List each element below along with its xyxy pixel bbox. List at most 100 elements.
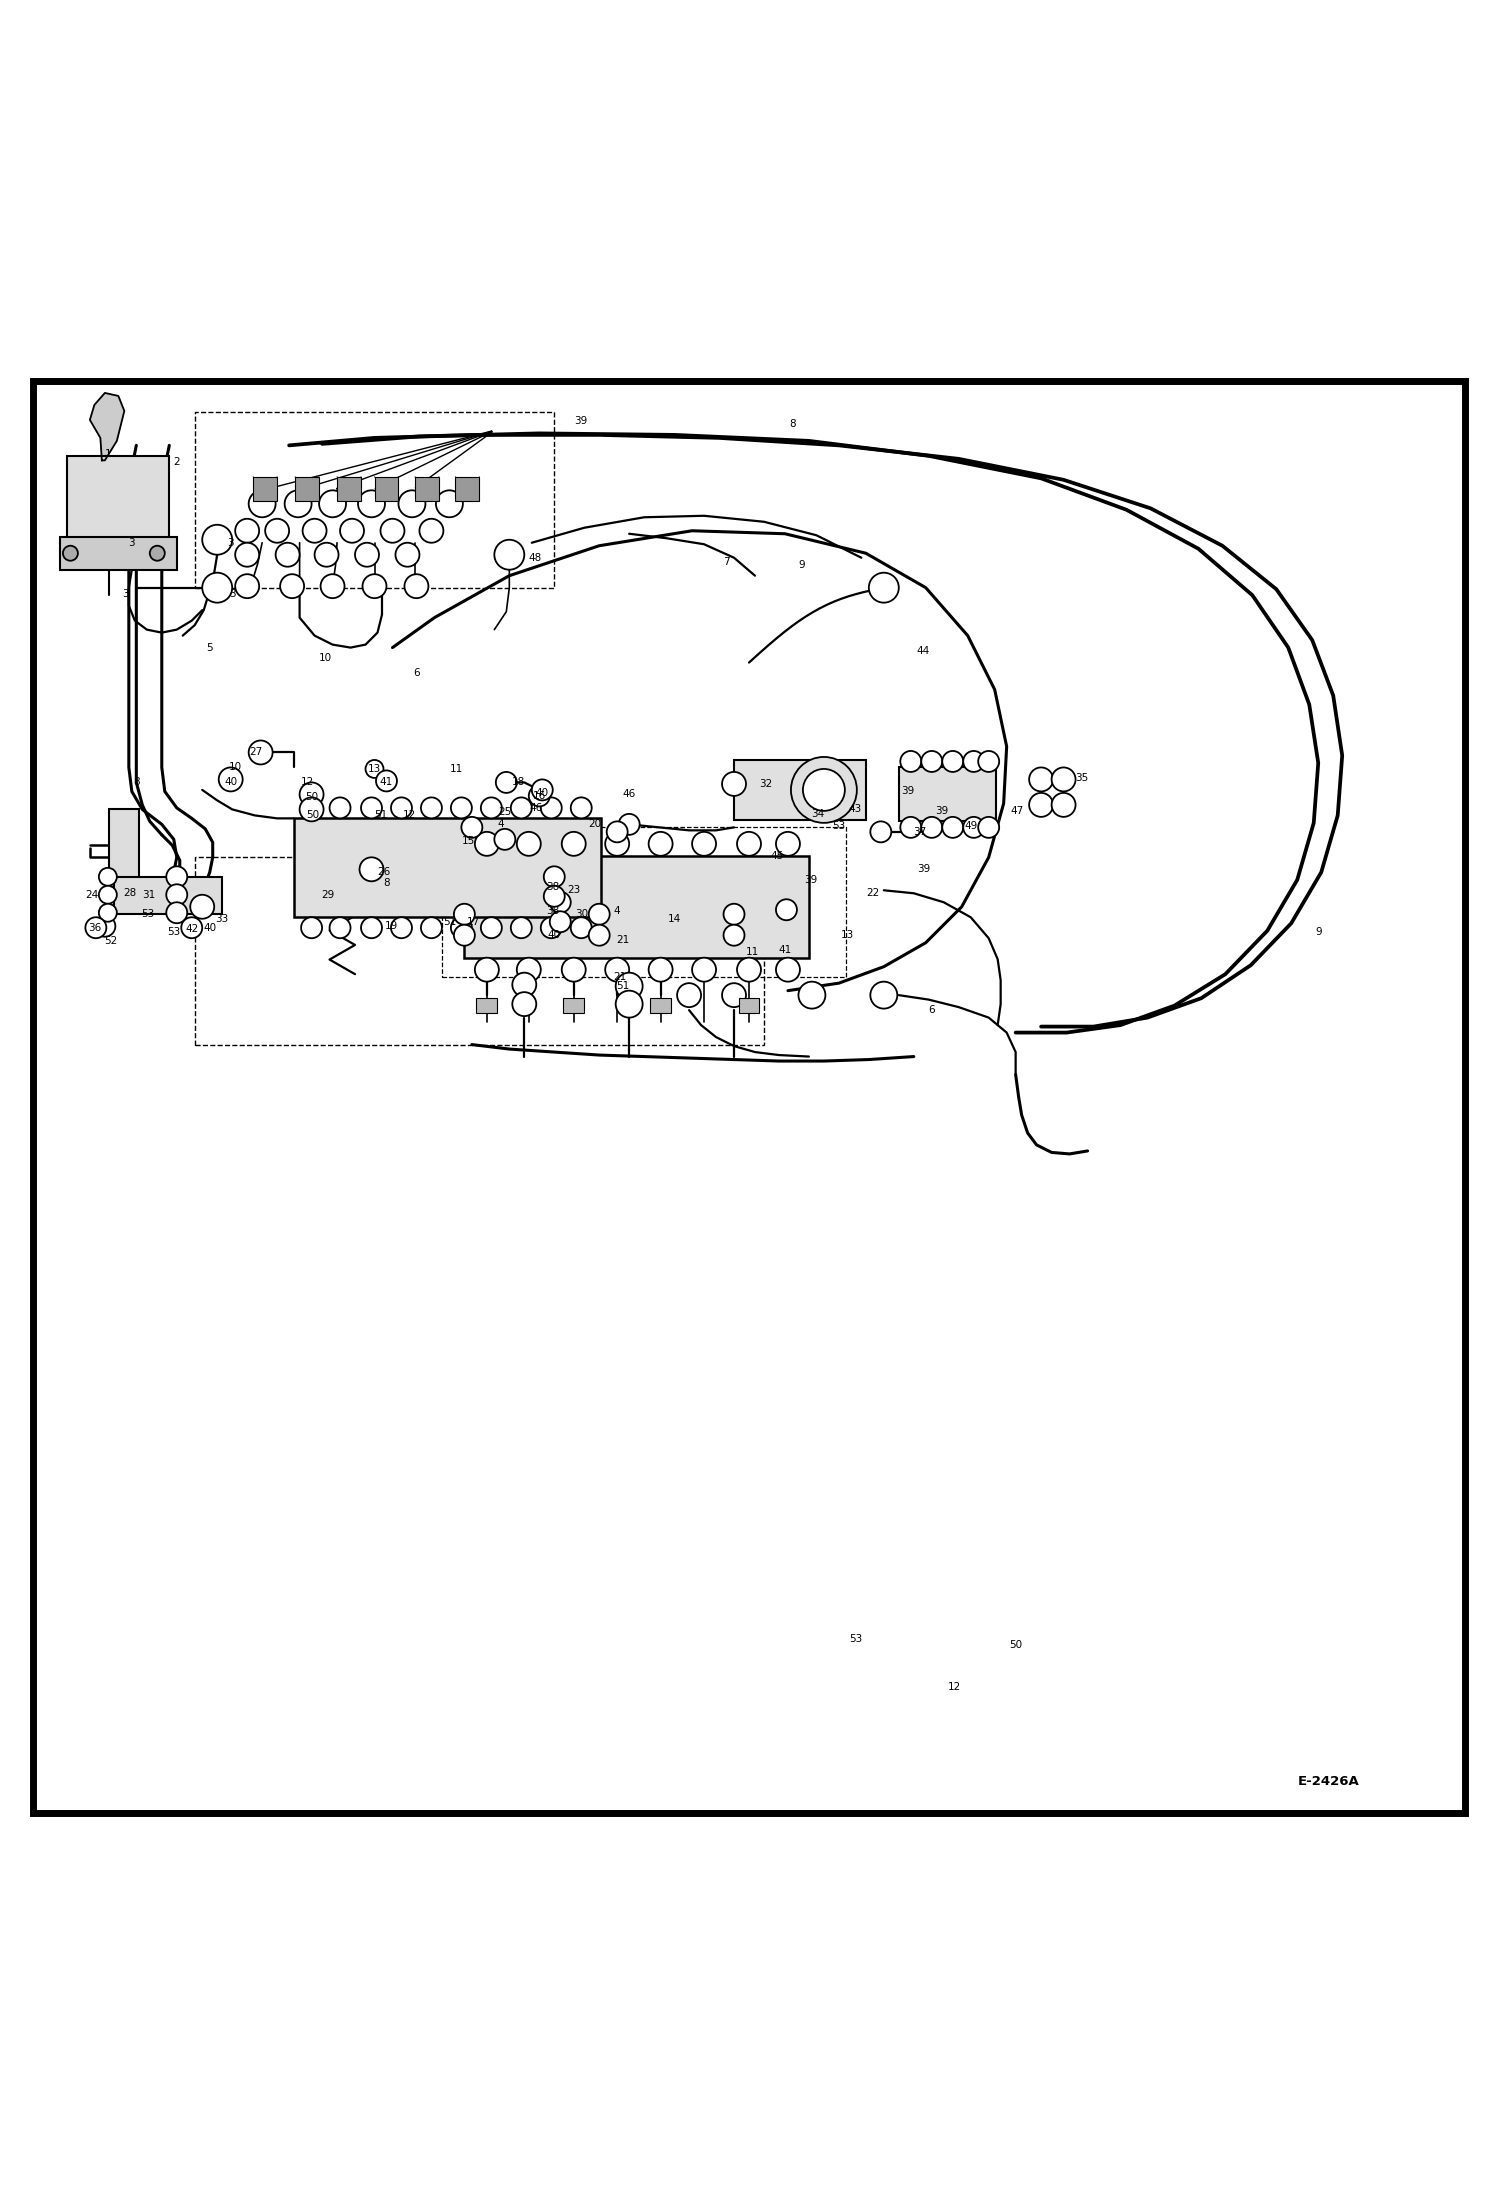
Text: 51: 51	[374, 810, 386, 821]
Circle shape	[454, 904, 475, 924]
Text: 20: 20	[589, 818, 601, 829]
Text: 39: 39	[804, 875, 816, 884]
Bar	[195, 858, 764, 1044]
Circle shape	[166, 902, 187, 924]
Circle shape	[798, 981, 825, 1009]
Text: 39: 39	[918, 864, 930, 873]
Circle shape	[219, 768, 243, 792]
Circle shape	[544, 867, 565, 886]
Text: 6: 6	[413, 667, 419, 678]
Circle shape	[724, 924, 745, 946]
Text: 44: 44	[917, 645, 929, 656]
Text: 3: 3	[123, 588, 129, 599]
Text: 50: 50	[307, 810, 319, 821]
Bar	[374, 476, 398, 500]
Circle shape	[776, 900, 797, 919]
Circle shape	[360, 858, 383, 882]
Bar	[442, 827, 846, 976]
Text: 18: 18	[512, 777, 524, 788]
Circle shape	[1029, 792, 1053, 816]
Text: 50: 50	[1010, 1641, 1022, 1650]
Circle shape	[494, 540, 524, 570]
Text: 40: 40	[204, 924, 216, 932]
Text: 30: 30	[575, 908, 587, 919]
Circle shape	[562, 832, 586, 856]
Text: 21: 21	[617, 935, 629, 946]
Text: 40: 40	[225, 777, 237, 788]
Text: 3: 3	[229, 588, 235, 599]
Circle shape	[541, 796, 562, 818]
Circle shape	[550, 911, 571, 932]
Bar	[650, 998, 671, 1014]
Bar	[114, 878, 177, 915]
Text: 11: 11	[451, 764, 463, 774]
Circle shape	[619, 814, 640, 836]
Circle shape	[235, 542, 259, 566]
Circle shape	[677, 983, 701, 1007]
Bar	[67, 456, 169, 542]
Polygon shape	[90, 393, 124, 461]
Circle shape	[475, 959, 499, 981]
Circle shape	[562, 959, 586, 981]
Circle shape	[616, 992, 643, 1018]
Circle shape	[276, 542, 300, 566]
Circle shape	[319, 489, 346, 518]
Bar	[563, 998, 584, 1014]
Circle shape	[512, 992, 536, 1016]
Circle shape	[942, 816, 963, 838]
Circle shape	[616, 972, 643, 1000]
Text: 38: 38	[547, 906, 559, 917]
Circle shape	[722, 983, 746, 1007]
Circle shape	[649, 959, 673, 981]
Text: 28: 28	[124, 889, 136, 897]
Circle shape	[978, 816, 999, 838]
Text: 24: 24	[85, 891, 97, 900]
Circle shape	[900, 816, 921, 838]
Text: 8: 8	[383, 878, 389, 889]
Text: 6: 6	[929, 1005, 935, 1016]
Circle shape	[517, 832, 541, 856]
Circle shape	[376, 770, 397, 792]
Circle shape	[496, 772, 517, 792]
Circle shape	[355, 542, 379, 566]
Circle shape	[265, 518, 289, 542]
Circle shape	[99, 904, 117, 921]
Circle shape	[511, 917, 532, 939]
Circle shape	[451, 917, 472, 939]
Circle shape	[300, 796, 324, 821]
Circle shape	[330, 917, 351, 939]
Circle shape	[94, 915, 115, 937]
Text: 3: 3	[129, 538, 135, 548]
Text: 27: 27	[250, 748, 262, 757]
Text: 39: 39	[575, 417, 587, 426]
Text: 41: 41	[779, 946, 791, 954]
Text: 8: 8	[133, 777, 139, 788]
Circle shape	[803, 768, 845, 812]
Circle shape	[978, 750, 999, 772]
Bar	[195, 412, 554, 588]
Bar	[295, 476, 319, 500]
Circle shape	[280, 575, 304, 599]
Circle shape	[963, 750, 984, 772]
Circle shape	[724, 904, 745, 924]
Text: 39: 39	[936, 805, 948, 816]
Bar	[253, 476, 277, 500]
Bar	[899, 768, 996, 821]
Text: 51: 51	[443, 917, 455, 926]
Circle shape	[963, 816, 984, 838]
Bar	[476, 998, 497, 1014]
Text: 12: 12	[948, 1683, 960, 1692]
Text: 37: 37	[914, 827, 926, 836]
Text: 16: 16	[533, 790, 545, 801]
Circle shape	[361, 917, 382, 939]
Circle shape	[421, 796, 442, 818]
Circle shape	[607, 821, 628, 842]
Circle shape	[791, 757, 857, 823]
Circle shape	[692, 959, 716, 981]
Text: 53: 53	[168, 928, 180, 937]
Text: 19: 19	[385, 921, 397, 930]
Circle shape	[692, 832, 716, 856]
Circle shape	[605, 832, 629, 856]
Text: 14: 14	[668, 913, 680, 924]
Circle shape	[366, 759, 383, 779]
